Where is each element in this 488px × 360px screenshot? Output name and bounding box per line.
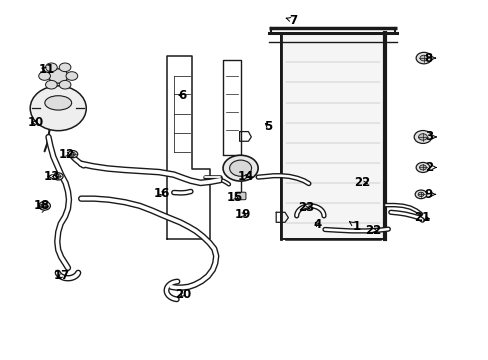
- Circle shape: [56, 175, 61, 178]
- Text: 4: 4: [313, 218, 321, 231]
- Ellipse shape: [229, 160, 251, 176]
- Circle shape: [418, 134, 427, 140]
- Ellipse shape: [30, 86, 86, 131]
- Text: 21: 21: [413, 211, 430, 224]
- FancyBboxPatch shape: [235, 192, 245, 200]
- Bar: [281, 33, 384, 239]
- Text: 7: 7: [285, 14, 297, 27]
- Text: 11: 11: [39, 63, 55, 76]
- Text: 2: 2: [424, 161, 435, 174]
- Text: 14: 14: [237, 170, 254, 183]
- Circle shape: [45, 80, 57, 89]
- Circle shape: [39, 72, 50, 80]
- Text: 22: 22: [365, 224, 381, 237]
- Text: 5: 5: [264, 120, 272, 133]
- Circle shape: [53, 173, 63, 180]
- Circle shape: [45, 63, 57, 72]
- Circle shape: [413, 131, 431, 143]
- Circle shape: [48, 69, 68, 83]
- Circle shape: [419, 55, 427, 61]
- Circle shape: [414, 190, 426, 199]
- Circle shape: [66, 72, 78, 80]
- Text: 9: 9: [423, 188, 434, 201]
- Circle shape: [41, 204, 47, 208]
- Text: 19: 19: [234, 208, 250, 221]
- Ellipse shape: [45, 96, 72, 110]
- Circle shape: [59, 63, 71, 72]
- Circle shape: [39, 202, 50, 210]
- Text: 20: 20: [175, 288, 191, 301]
- Circle shape: [70, 152, 75, 156]
- Text: 1: 1: [349, 220, 360, 233]
- Circle shape: [419, 165, 426, 170]
- Circle shape: [68, 150, 78, 158]
- Text: 6: 6: [178, 89, 186, 102]
- Text: 13: 13: [43, 170, 60, 183]
- Circle shape: [59, 80, 71, 89]
- Text: 23: 23: [298, 202, 314, 215]
- Text: 15: 15: [226, 191, 243, 204]
- Text: 10: 10: [28, 116, 44, 129]
- Circle shape: [415, 52, 431, 64]
- Ellipse shape: [223, 155, 258, 181]
- Text: 17: 17: [54, 269, 70, 282]
- Circle shape: [415, 162, 429, 172]
- Text: 8: 8: [423, 51, 434, 64]
- Text: 12: 12: [59, 148, 75, 161]
- Text: 18: 18: [34, 199, 50, 212]
- Text: 16: 16: [153, 187, 169, 200]
- Text: 22: 22: [354, 176, 370, 189]
- Text: 3: 3: [424, 130, 435, 144]
- Circle shape: [417, 192, 423, 197]
